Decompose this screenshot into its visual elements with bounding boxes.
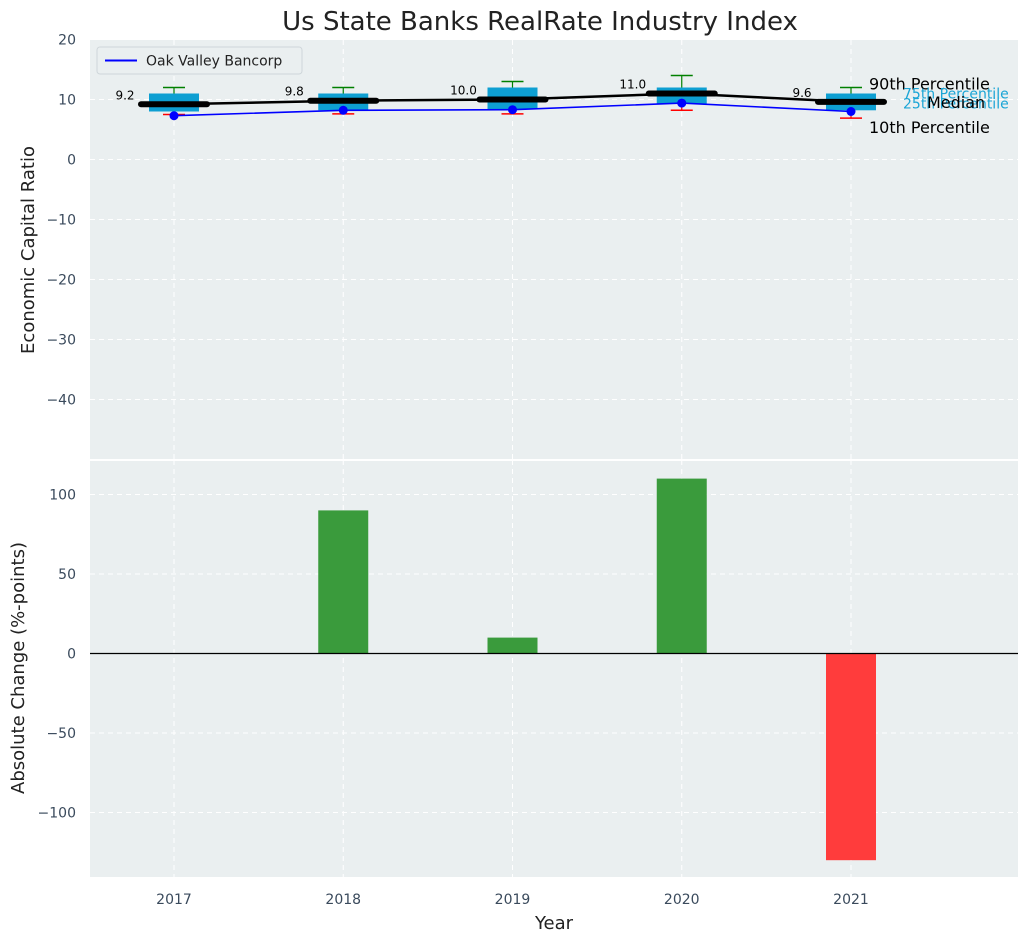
series-point-oak-valley [846, 107, 856, 116]
bottom-y-tick-label: 100 [49, 488, 76, 504]
series-point-oak-valley [677, 98, 687, 108]
legend-box [96, 46, 303, 75]
change-bar [826, 653, 876, 861]
bottom-plot-area [90, 460, 1018, 877]
median-value-label: 10.0 [450, 84, 477, 98]
annotation-median: Median [927, 93, 985, 112]
chart-title: Us State Banks RealRate Industry Index [282, 7, 798, 37]
top-y-axis-label: Economic Capital Ratio [18, 146, 39, 354]
annotation-75th-percentile: 75th Percentile [903, 87, 1009, 103]
top-y-tick-label: 10 [58, 93, 76, 109]
x-tick-label: 2018 [325, 892, 361, 908]
bottom-y-tick-label: 0 [67, 647, 76, 663]
change-bar [656, 478, 707, 654]
median-value-label: 9.6 [792, 86, 811, 100]
series-point-oak-valley [508, 105, 517, 115]
median-value-label: 11.0 [619, 78, 646, 92]
x-tick-label: 2019 [495, 892, 531, 908]
change-bar [318, 510, 369, 654]
annotation-25th-percentile: 25th Percentile [903, 96, 1009, 112]
top-y-tick-label: −40 [46, 393, 76, 409]
top-y-tick-label: 0 [67, 153, 76, 169]
annotation-90th-percentile: 90th Percentile [869, 75, 990, 94]
top-panel: 20 10 0 −10 −20 −30 −40 9.2 9.8 10.0 11.0 9.6 90th P… [46, 33, 1018, 460]
x-tick-label: 2017 [156, 892, 192, 908]
top-y-tick-label: −30 [46, 333, 76, 349]
series-point-oak-valley [338, 105, 348, 115]
legend-label-oak-valley: Oak Valley Bancorp [146, 54, 282, 70]
top-y-tick-label: 20 [58, 33, 76, 49]
series-point-oak-valley [169, 111, 179, 121]
x-tick-label: 2021 [833, 892, 869, 908]
x-tick-label: 2020 [664, 892, 700, 908]
median-value-label: 9.8 [285, 85, 304, 99]
median-line [173, 92, 852, 106]
x-axis-label: Year [534, 913, 574, 934]
median-value-label: 9.2 [115, 88, 134, 102]
bottom-y-axis-label: Absolute Change (%-points) [8, 542, 29, 794]
bottom-panel: 100 50 0 −50 −100 2017 2018 2019 2020 2021 [38, 459, 1018, 908]
top-y-tick-label: −10 [46, 213, 76, 229]
annotation-10th-percentile: 10th Percentile [869, 118, 990, 137]
change-bar [487, 637, 538, 654]
top-y-tick-label: −20 [46, 273, 76, 289]
bottom-y-tick-label: 50 [58, 567, 76, 583]
bottom-y-tick-label: −100 [38, 806, 76, 822]
bottom-y-tick-label: −50 [46, 726, 76, 742]
